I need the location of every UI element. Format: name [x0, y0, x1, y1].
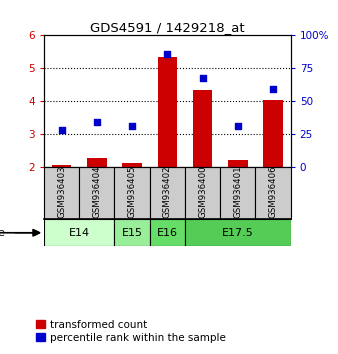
Text: age: age: [0, 228, 39, 238]
Bar: [115, 167, 150, 219]
Bar: [185, 219, 291, 246]
Bar: [228, 160, 247, 167]
Legend: transformed count, percentile rank within the sample: transformed count, percentile rank withi…: [32, 315, 230, 347]
Bar: [150, 219, 185, 246]
Text: GSM936403: GSM936403: [57, 166, 66, 218]
Bar: [220, 167, 256, 219]
Bar: [52, 165, 71, 167]
Point: [165, 52, 170, 57]
Text: E17.5: E17.5: [222, 228, 254, 238]
Text: E14: E14: [69, 228, 90, 238]
Text: GSM936401: GSM936401: [233, 166, 242, 218]
Bar: [115, 219, 150, 246]
Text: GSM936405: GSM936405: [127, 166, 137, 218]
Bar: [79, 167, 115, 219]
Bar: [87, 158, 106, 167]
Text: GSM936406: GSM936406: [269, 166, 277, 218]
Point: [270, 86, 276, 91]
Text: age: age: [0, 228, 5, 238]
Text: E15: E15: [122, 228, 143, 238]
Point: [94, 119, 99, 124]
Bar: [122, 163, 142, 167]
Bar: [44, 219, 115, 246]
Text: GSM936400: GSM936400: [198, 166, 207, 218]
Point: [59, 127, 64, 132]
Bar: [44, 167, 79, 219]
Title: GDS4591 / 1429218_at: GDS4591 / 1429218_at: [90, 21, 245, 34]
Bar: [150, 167, 185, 219]
Point: [129, 123, 135, 129]
Bar: [158, 57, 177, 167]
Bar: [263, 101, 283, 167]
Text: E16: E16: [157, 228, 178, 238]
Bar: [185, 167, 220, 219]
Point: [200, 75, 205, 81]
Text: GSM936402: GSM936402: [163, 166, 172, 218]
Text: GSM936404: GSM936404: [92, 166, 101, 218]
Bar: [193, 90, 212, 167]
Bar: [256, 167, 291, 219]
Point: [235, 123, 241, 129]
